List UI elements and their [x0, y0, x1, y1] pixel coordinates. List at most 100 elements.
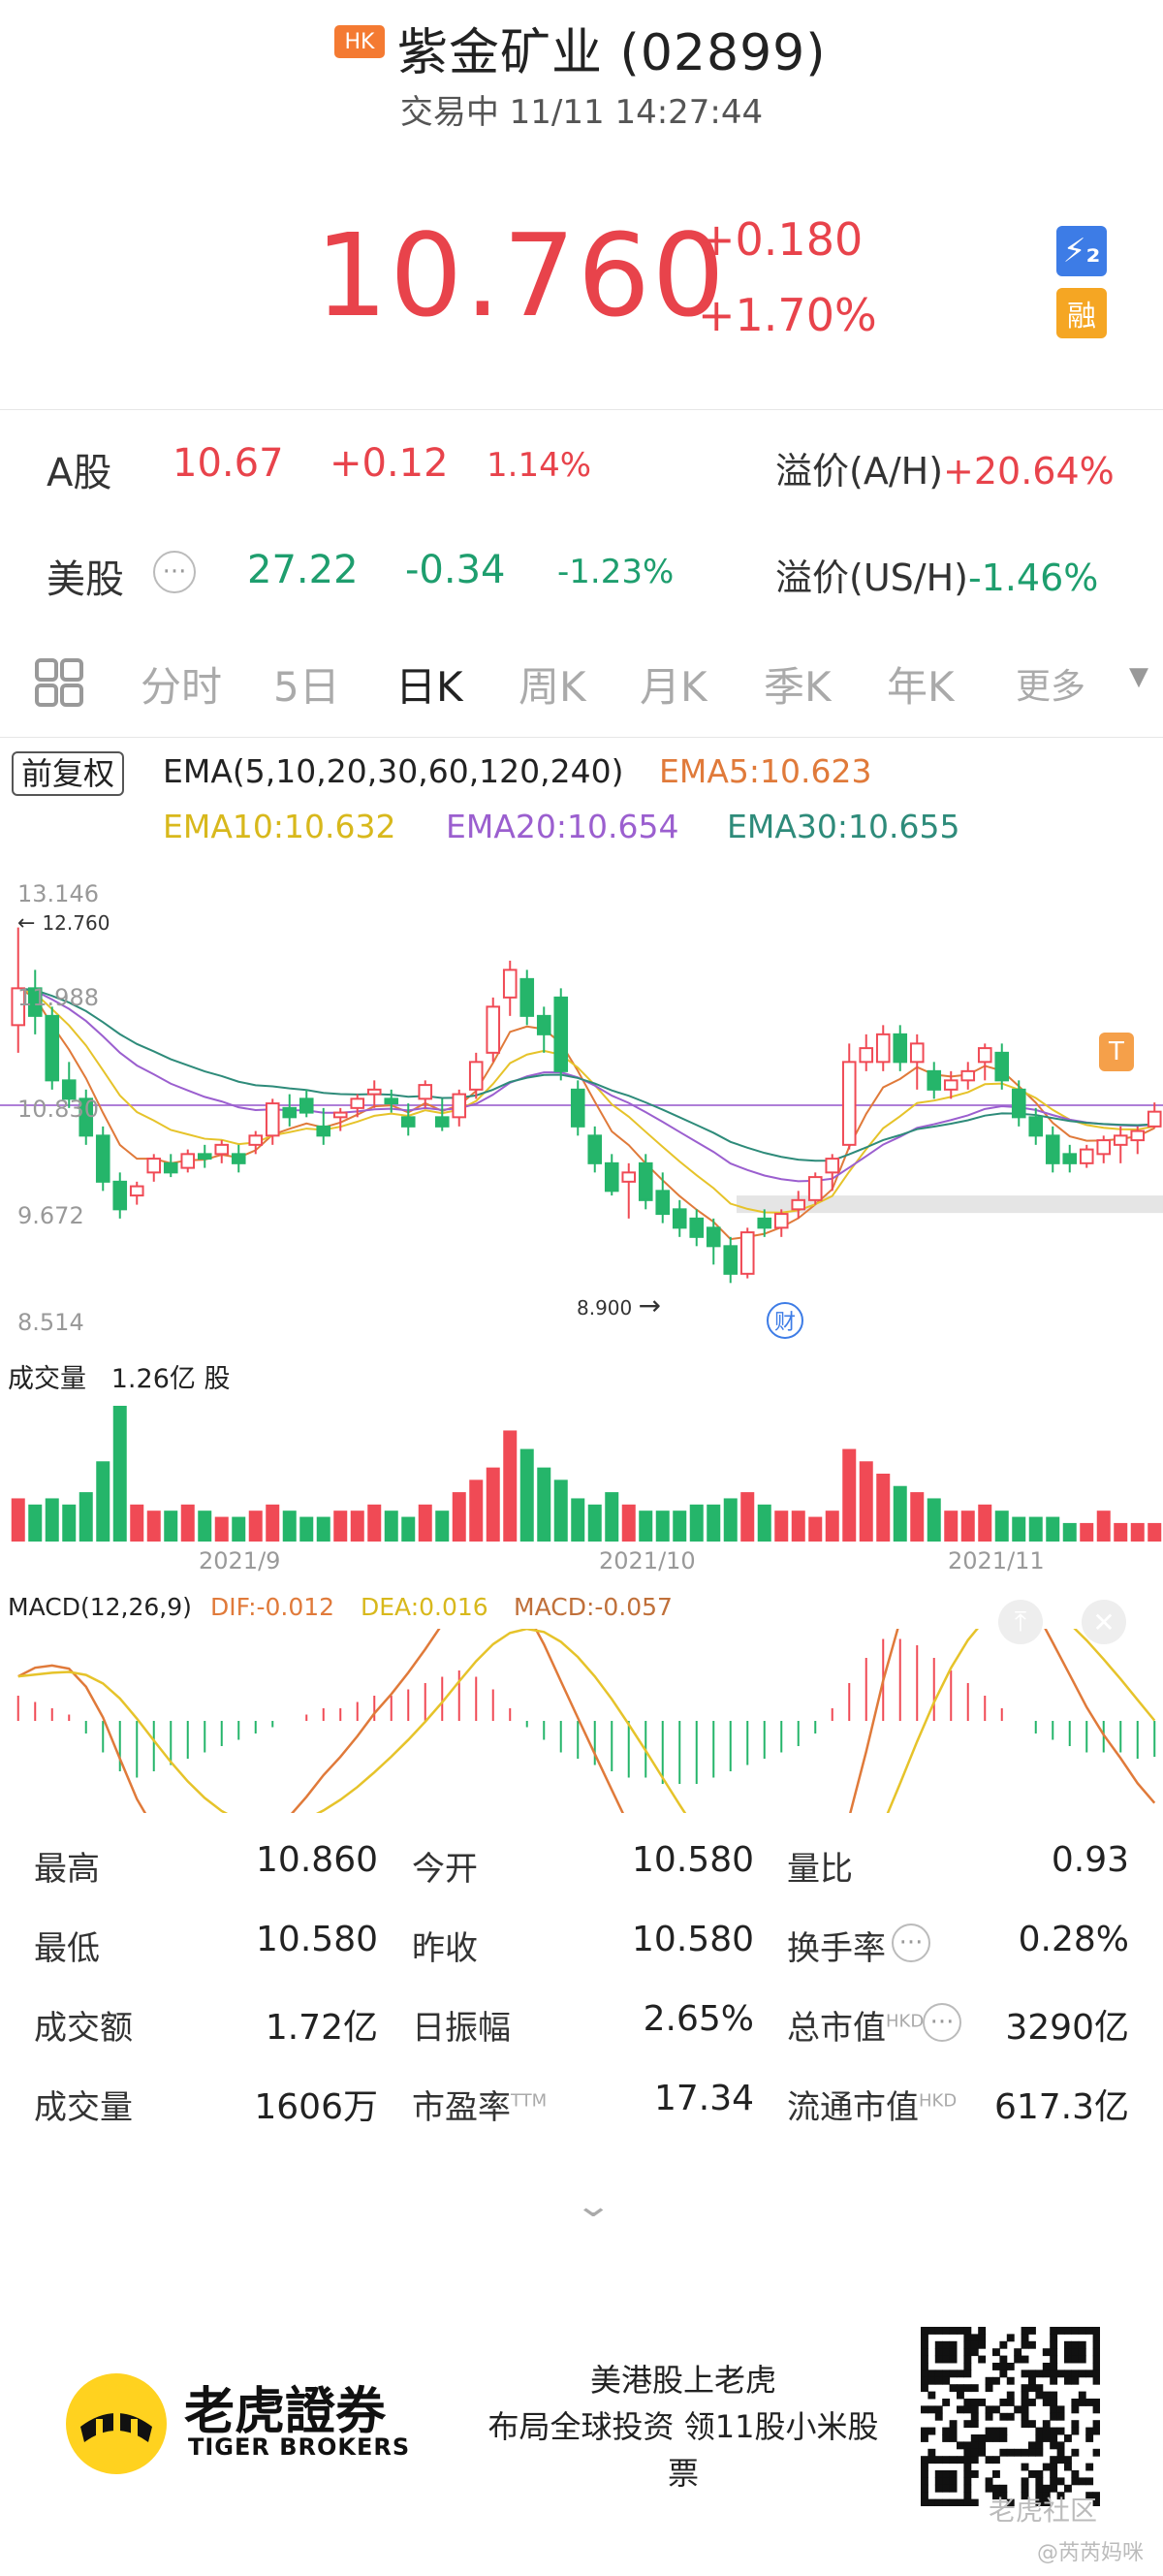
qr-module [1092, 2355, 1100, 2364]
qr-module [1042, 2399, 1051, 2406]
qr-module [1050, 2477, 1058, 2486]
volume-bar [571, 1498, 585, 1542]
dif-line [17, 1629, 1156, 1813]
qr-module [1006, 2376, 1015, 2385]
qr-module [957, 2384, 964, 2393]
candle [129, 1181, 144, 1205]
expand-chevron-icon[interactable]: ⌄ [574, 2186, 613, 2225]
us-share-percent: -1.23% [557, 553, 675, 591]
volume-bar [639, 1511, 653, 1542]
volume-bar [1114, 1522, 1128, 1542]
ema-settings-label[interactable]: EMA(5,10,20,30,60,120,240) [163, 752, 624, 790]
qr-module [942, 2348, 951, 2357]
slogan-line3: 票 [667, 2455, 699, 2492]
volume-bar [299, 1516, 314, 1542]
qr-module [1092, 2369, 1100, 2378]
macd-dea: DEA:0.016 [361, 1593, 488, 1621]
qr-module [921, 2384, 928, 2393]
volume-bar [723, 1498, 738, 1542]
candle [1130, 1126, 1146, 1155]
info-icon[interactable]: ··· [892, 1924, 930, 1962]
earnings-marker[interactable]: 财 [767, 1302, 803, 1339]
qr-module [1071, 2327, 1080, 2335]
volume-bar [130, 1504, 144, 1542]
volume-bar [587, 1504, 602, 1542]
candle [1113, 1126, 1128, 1163]
qr-module [1035, 2369, 1044, 2378]
tab-weekly-k[interactable]: 周K [519, 663, 586, 711]
tab-daily-k[interactable]: 日K [395, 663, 463, 711]
qr-code[interactable] [921, 2327, 1100, 2506]
volume-bar [418, 1504, 432, 1542]
qr-module [957, 2441, 964, 2450]
qr-module [1050, 2391, 1058, 2400]
candle-body [893, 1033, 908, 1064]
qr-module [1021, 2492, 1029, 2500]
stat-value: 17.34 [653, 2079, 754, 2118]
volume-chart[interactable] [0, 1396, 1163, 1542]
a-h-premium-label: 溢价(A/H) [775, 450, 944, 493]
info-icon[interactable]: ··· [923, 2003, 961, 2042]
volume-bar [180, 1504, 195, 1542]
candlestick-chart[interactable] [0, 873, 1163, 1357]
qr-module [1071, 2355, 1080, 2364]
qr-module [1006, 2363, 1015, 2370]
qr-module [949, 2477, 958, 2486]
candle-body [536, 1014, 551, 1035]
candle [604, 1154, 619, 1196]
qr-module [949, 2498, 958, 2506]
volume-bar [214, 1516, 229, 1542]
qr-module [1021, 2448, 1029, 2457]
qr-module [1006, 2399, 1015, 2406]
qr-module [1085, 2434, 1094, 2442]
qr-module [1006, 2498, 1015, 2506]
stat-value: 10.860 [256, 1840, 378, 1880]
close-icon[interactable]: ✕ [1082, 1600, 1126, 1644]
qr-module [942, 2399, 951, 2406]
tab-intraday[interactable]: 分时 [141, 663, 223, 711]
qr-module [985, 2434, 993, 2442]
level2-quote-icon[interactable]: ⚡₂ [1056, 226, 1107, 276]
candle-body [689, 1217, 705, 1238]
price-adjust-button[interactable]: 前复权 [12, 751, 125, 796]
grid-layout-icon[interactable] [34, 657, 84, 708]
candle [672, 1199, 687, 1237]
trade-marker-t[interactable]: T [1099, 1033, 1134, 1071]
margin-trading-icon[interactable]: 融 [1056, 288, 1107, 338]
a-share-percent: 1.14% [487, 446, 592, 485]
pin-top-icon[interactable]: ⤒ [998, 1600, 1043, 1644]
qr-module [1056, 2412, 1065, 2421]
qr-module [1042, 2492, 1051, 2500]
qr-module [963, 2456, 972, 2465]
qr-module [999, 2492, 1008, 2500]
candle-body [61, 1079, 77, 1100]
qr-module [1085, 2477, 1094, 2486]
tab-yearly-k[interactable]: 年K [887, 663, 955, 711]
qr-module [963, 2384, 972, 2393]
tab-monthly-k[interactable]: 月K [640, 663, 707, 711]
volume-bar [927, 1498, 941, 1542]
qr-module [963, 2399, 972, 2406]
qr-module [970, 2334, 979, 2342]
us-share-price: 27.22 [247, 548, 359, 592]
tab-quarterly-k[interactable]: 季K [764, 663, 832, 711]
tab-5day[interactable]: 5日 [273, 663, 340, 711]
qr-module [999, 2369, 1008, 2378]
tab-more[interactable]: 更多 [1016, 667, 1086, 707]
chevron-down-icon[interactable]: ▼ [1129, 662, 1148, 691]
slogan-line1: 美港股上老虎 [589, 2362, 776, 2399]
volume-bar [893, 1485, 907, 1542]
us-h-premium: 溢价(US/H)-1.46% [775, 548, 1098, 601]
macd-label[interactable]: MACD(12,26,9) [8, 1593, 192, 1621]
stat-label: 昨收 [412, 1929, 478, 1968]
more-options-icon[interactable]: ··· [153, 551, 196, 593]
qr-module [1035, 2448, 1044, 2457]
divider [0, 737, 1163, 738]
volume-bar [1012, 1516, 1026, 1542]
stat-label: 成交量 [34, 2088, 133, 2127]
candle-body [95, 1134, 110, 1183]
candle-body [163, 1161, 178, 1174]
qr-module [934, 2355, 943, 2364]
macd-chart[interactable] [0, 1629, 1163, 1813]
candle-body [45, 1014, 60, 1082]
